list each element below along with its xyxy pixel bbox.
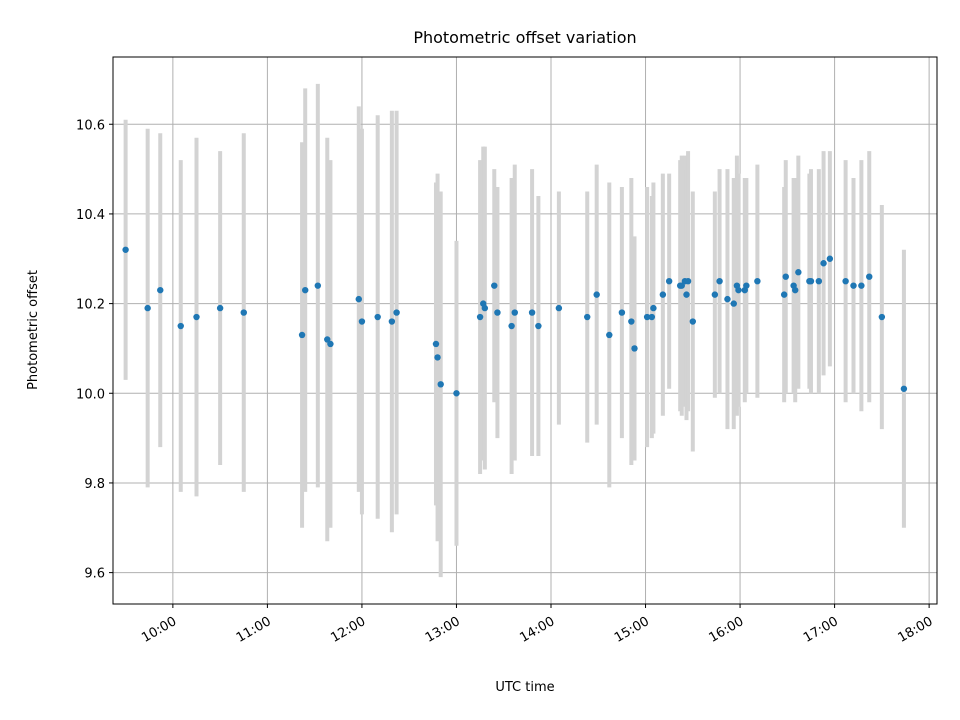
x-axis-ticks: 10:00 11:00 12:00 13:00 14:00 15:00 16:00 17:00…: [139, 604, 936, 646]
data-point: [650, 304, 657, 312]
chart-title: Photometric offset variation: [413, 28, 636, 47]
x-tick-label: 16:00: [707, 614, 747, 646]
data-point: [754, 277, 761, 285]
data-point: [820, 260, 827, 267]
data-point: [683, 291, 690, 298]
data-point: [858, 282, 865, 289]
data-point: [866, 273, 873, 280]
y-tick-label: 10.0: [76, 387, 105, 402]
data-point: [122, 246, 129, 253]
data-point: [584, 313, 591, 321]
data-point: [216, 304, 224, 312]
data-point: [508, 322, 515, 330]
data-point: [815, 277, 823, 285]
data-point: [665, 277, 673, 285]
data-point: [878, 313, 886, 321]
data-point: [648, 313, 656, 321]
data-point: [324, 336, 331, 343]
x-tick-label: 11:00: [234, 614, 274, 646]
y-tick-label: 9.8: [84, 477, 105, 492]
data-point: [494, 309, 501, 316]
y-tick-label: 9.6: [84, 567, 105, 582]
data-point: [631, 345, 638, 352]
data-point: [900, 385, 908, 392]
data-point: [735, 286, 742, 294]
data-point: [606, 331, 613, 339]
data-point: [795, 269, 802, 276]
data-point: [374, 313, 381, 321]
data-point: [628, 318, 635, 325]
data-point: [157, 286, 164, 294]
data-point: [314, 282, 322, 289]
data-point: [240, 309, 247, 316]
x-tick-label: 18:00: [896, 614, 936, 646]
data-point: [144, 304, 151, 312]
data-point: [659, 291, 667, 298]
data-point: [491, 282, 498, 289]
x-tick-label: 15:00: [612, 614, 652, 646]
y-axis-ticks: 9.6 9.8 10.0 10.2 10.4 10.6: [76, 118, 113, 582]
data-point: [730, 300, 737, 307]
data-point: [302, 286, 309, 294]
data-point: [476, 313, 484, 321]
x-tick-label: 10:00: [139, 614, 179, 646]
x-tick-label: 17:00: [801, 614, 841, 646]
error-bars: [123, 83, 906, 578]
data-point: [711, 291, 719, 298]
data-point: [481, 304, 489, 312]
data-point: [743, 282, 750, 289]
y-tick-label: 10.6: [76, 118, 105, 133]
data-point: [807, 277, 815, 285]
data-point: [358, 318, 366, 325]
data-point: [528, 309, 536, 316]
data-point: [842, 277, 849, 285]
y-axis-label: Photometric offset: [26, 270, 41, 390]
data-point: [618, 309, 626, 316]
data-points: [122, 246, 908, 397]
data-point: [716, 277, 723, 285]
data-point: [388, 318, 396, 325]
data-point: [298, 331, 306, 339]
data-point: [724, 295, 731, 303]
grid-lines: [113, 57, 937, 604]
data-point: [593, 291, 600, 298]
data-point: [689, 318, 696, 325]
plot-frame: [112, 56, 938, 605]
data-point: [193, 313, 200, 321]
y-tick-label: 10.2: [76, 298, 105, 313]
x-tick-label: 14:00: [517, 614, 557, 646]
data-point: [678, 282, 685, 289]
data-point: [643, 313, 651, 321]
data-point: [850, 282, 857, 289]
x-axis-label: UTC time: [495, 680, 554, 695]
data-point: [684, 277, 692, 285]
data-point: [511, 309, 518, 316]
data-point: [393, 309, 400, 316]
data-point: [177, 322, 184, 330]
x-tick-label: 13:00: [423, 614, 463, 646]
data-point: [780, 291, 788, 298]
data-point: [792, 286, 799, 294]
data-point: [555, 304, 563, 312]
data-point: [826, 255, 834, 262]
data-point: [434, 354, 441, 361]
y-tick-label: 10.4: [76, 208, 105, 223]
x-tick-label: 12:00: [328, 614, 368, 646]
data-point: [535, 322, 542, 330]
data-point: [453, 390, 460, 397]
data-point: [432, 340, 440, 348]
data-point: [437, 381, 444, 388]
data-point: [327, 340, 334, 348]
data-point: [355, 295, 362, 303]
data-point: [782, 273, 789, 280]
